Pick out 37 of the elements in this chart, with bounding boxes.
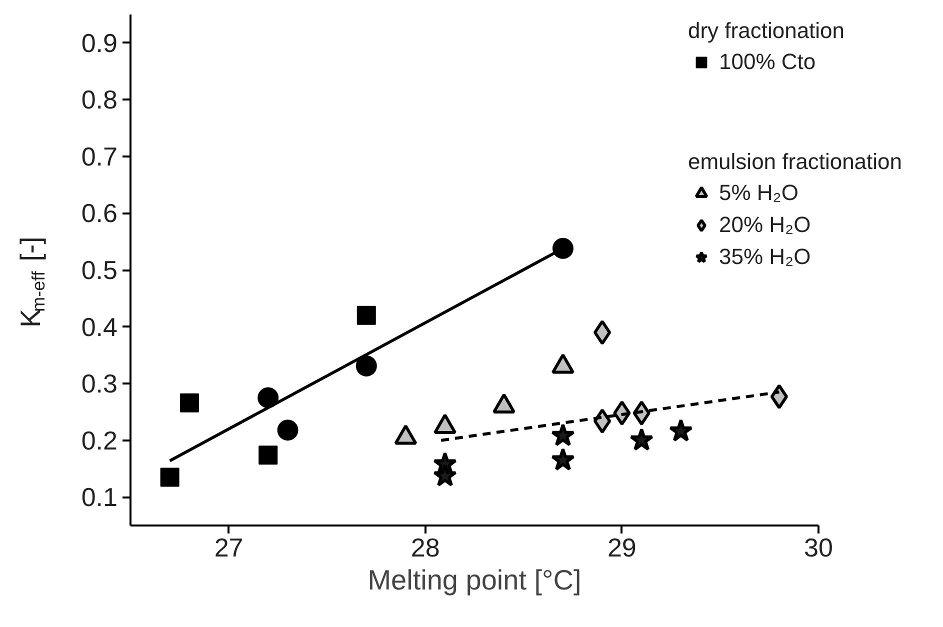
- x-tick-label: 28: [410, 532, 440, 562]
- point: [550, 448, 575, 471]
- x-tick-label: 29: [607, 532, 636, 562]
- y-tick-label: 0.4: [81, 312, 118, 342]
- point: [160, 468, 180, 487]
- legend-label: 100% Cto: [719, 49, 817, 75]
- y-tick-label: 0.8: [81, 84, 118, 115]
- y-tick-label: 0.2: [81, 425, 118, 456]
- point: [258, 387, 279, 408]
- y-tick-label: 0.6: [81, 198, 118, 228]
- point: [550, 423, 575, 446]
- point: [433, 464, 457, 487]
- x-tick-label: 27: [214, 532, 244, 562]
- y-tick-label: 0.9: [81, 28, 118, 58]
- point: [630, 428, 654, 451]
- point: [356, 355, 377, 376]
- legend-label: 20% H₂O: [719, 212, 812, 238]
- x-tick-label: 30: [804, 532, 833, 562]
- point: [180, 393, 199, 412]
- y-axis-title: Km-eff [-]: [15, 236, 48, 328]
- y-tick-label: 0.7: [81, 141, 118, 172]
- point: [668, 418, 693, 442]
- y-tick-label: 0.1: [81, 482, 118, 512]
- point: [593, 408, 612, 434]
- point: [258, 446, 278, 465]
- y-tick-label: 0.3: [81, 368, 118, 399]
- legend-label: 5% H₂O: [719, 180, 800, 206]
- point: [593, 320, 612, 345]
- point: [770, 384, 788, 410]
- point: [277, 420, 298, 441]
- y-tick-label: 0.5: [81, 255, 118, 285]
- annotation: dry fractionation: [688, 18, 846, 44]
- point: [552, 238, 574, 259]
- point: [356, 306, 376, 325]
- x-axis-title: Melting point [°C]: [368, 564, 582, 596]
- legend-label: 35% H₂O: [719, 244, 812, 270]
- annotation: emulsion fractionation: [688, 149, 904, 175]
